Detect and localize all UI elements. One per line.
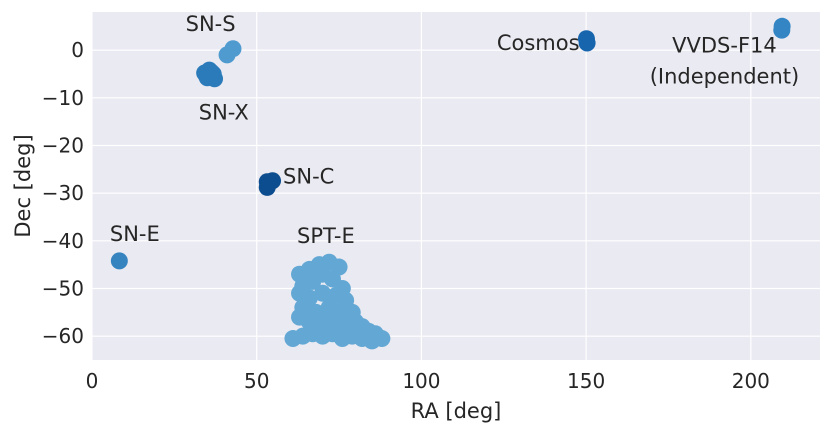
point-spt-e: [314, 284, 332, 302]
x-tick-label: 0: [86, 369, 99, 393]
annotation-label: SN-C: [283, 165, 334, 189]
point-sn-c: [258, 178, 276, 196]
x-tick-label: 100: [402, 369, 440, 393]
y-tick-label: −40: [42, 229, 84, 253]
annotation-label: SN-S: [186, 12, 236, 36]
x-tick-label: 50: [244, 369, 269, 393]
x-tick-label: 150: [567, 369, 605, 393]
annotation-label: SPT-E: [297, 224, 355, 248]
point-sn-x: [202, 63, 220, 81]
data-points: [110, 17, 791, 350]
y-tick-label: −20: [42, 133, 84, 157]
point-cosmos: [578, 34, 596, 52]
x-tick-label: 200: [732, 369, 770, 393]
annotation-label: VVDS-F14: [672, 34, 777, 58]
y-tick-label: −60: [42, 324, 84, 348]
point-sn-s: [224, 40, 242, 58]
y-tick-label: 0: [71, 38, 84, 62]
point-spt-e: [304, 272, 322, 290]
point-spt-e: [320, 318, 338, 336]
y-tick-label: −10: [42, 86, 84, 110]
point-spt-e: [373, 330, 391, 348]
grid-lines: [91, 12, 820, 360]
annotation-label: SN-X: [199, 100, 249, 124]
y-tick-labels: 0 −10 −20 −30 −40 −50 −60: [42, 38, 84, 348]
x-tick-labels: 0 50 100 150 200: [86, 369, 770, 393]
y-tick-label: −50: [42, 276, 84, 300]
annotation-label: Cosmos: [497, 31, 580, 55]
field-annotations: SN-S SN-X SN-C SN-E SPT-E Cosmos VVDS-F14 (Inde…: [110, 12, 799, 248]
y-axis-label: Dec [deg]: [11, 134, 35, 237]
annotation-label: SN-E: [110, 222, 160, 246]
point-spt-e: [307, 320, 325, 338]
annotation-label: (Independent): [650, 65, 800, 89]
y-tick-label: −30: [42, 181, 84, 205]
point-sn-e: [110, 252, 128, 270]
x-axis-label: RA [deg]: [411, 399, 502, 423]
point-vvds-f14: [773, 21, 791, 39]
